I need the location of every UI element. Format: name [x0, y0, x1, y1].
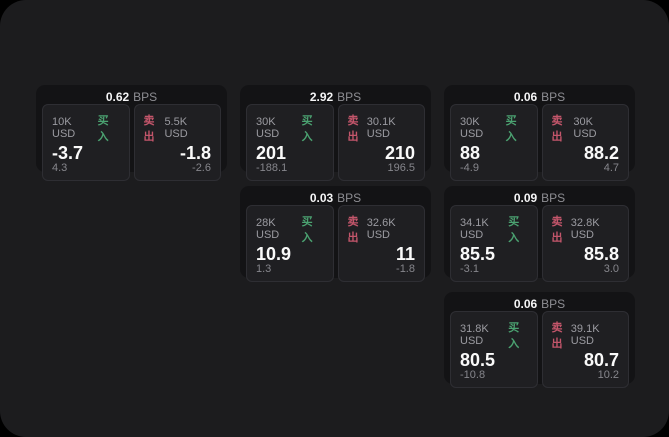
quote-card: 0.62 BPS 10K USD 买入 -3.7 4.3 卖出 5.5K USD: [36, 85, 227, 181]
buy-sell-panels: 10K USD 买入 -3.7 4.3 卖出 5.5K USD -1.8 -2.…: [42, 104, 221, 181]
buy-price: 201: [256, 143, 287, 163]
sell-amount: 32.6K USD: [366, 217, 396, 241]
sell-price: 85.8: [583, 244, 619, 264]
quote-card: 2.92 BPS 30K USD 买入 201 -188.1 卖出 30.1K …: [240, 85, 431, 181]
buy-delta: 1.3: [256, 263, 272, 275]
buy-delta: -4.9: [460, 162, 479, 174]
buy-amount: 10K USD: [52, 116, 76, 140]
bps-value: 2.92: [309, 90, 334, 104]
sell-tag: 卖出: [143, 115, 155, 143]
bps-unit-label: BPS: [337, 90, 362, 104]
sell-amount: 39.1K USD: [570, 323, 600, 347]
sell-tag: 卖出: [551, 216, 563, 244]
bps-unit-label: BPS: [541, 191, 566, 205]
buy-tag: 买入: [505, 115, 517, 143]
sell-amount: 32.8K USD: [570, 217, 600, 241]
card-header: 2.92 BPS: [246, 90, 425, 104]
sell-tag: 卖出: [347, 216, 359, 244]
buy-tag: 买入: [508, 322, 520, 350]
sell-panel[interactable]: 卖出 5.5K USD -1.8 -2.6: [133, 104, 221, 181]
bps-value: 0.06: [513, 297, 538, 311]
sell-tag: 卖出: [551, 115, 563, 143]
bps-value: 0.62: [105, 90, 130, 104]
sell-amount: 5.5K USD: [164, 116, 188, 140]
buy-panel[interactable]: 10K USD 买入 -3.7 4.3: [42, 104, 130, 181]
card-header: 0.03 BPS: [246, 191, 425, 205]
sell-delta: 4.7: [603, 162, 619, 174]
quote-card: 0.09 BPS 34.1K USD 买入 85.5 -3.1 卖出 32.8K…: [444, 186, 635, 282]
card-header: 0.06 BPS: [450, 297, 629, 311]
buy-panel[interactable]: 30K USD 买入 88 -4.9: [450, 104, 538, 181]
buy-amount: 30K USD: [460, 116, 484, 140]
sell-price: 210: [384, 143, 415, 163]
buy-panel[interactable]: 28K USD 买入 10.9 1.3: [246, 205, 334, 282]
bps-value: 0.03: [309, 191, 334, 205]
quote-card: 0.06 BPS 30K USD 买入 88 -4.9 卖出 30K USD: [444, 85, 635, 181]
buy-sell-panels: 30K USD 买入 88 -4.9 卖出 30K USD 88.2 4.7: [450, 104, 629, 181]
buy-price: 80.5: [460, 350, 496, 370]
bps-unit-label: BPS: [337, 191, 362, 205]
buy-delta: -10.8: [460, 369, 486, 381]
bps-unit-label: BPS: [541, 297, 566, 311]
quote-card: 0.06 BPS 31.8K USD 买入 80.5 -10.8 卖出 39.1…: [444, 292, 635, 388]
sell-delta: -1.8: [396, 263, 415, 275]
buy-panel[interactable]: 30K USD 买入 201 -188.1: [246, 104, 334, 181]
quote-card: 0.03 BPS 28K USD 买入 10.9 1.3 卖出 32.6K US…: [240, 186, 431, 282]
buy-amount: 31.8K USD: [460, 323, 489, 347]
sell-price: 80.7: [583, 350, 619, 370]
buy-amount: 30K USD: [256, 116, 280, 140]
buy-amount: 34.1K USD: [460, 217, 489, 241]
card-header: 0.06 BPS: [450, 90, 629, 104]
buy-sell-panels: 31.8K USD 买入 80.5 -10.8 卖出 39.1K USD 80.…: [450, 311, 629, 388]
sell-delta: 196.5: [387, 162, 415, 174]
card-header: 0.62 BPS: [42, 90, 221, 104]
sell-panel[interactable]: 卖出 30K USD 88.2 4.7: [541, 104, 629, 181]
sell-price: 88.2: [583, 143, 619, 163]
sell-amount: 30.1K USD: [366, 116, 396, 140]
buy-sell-panels: 28K USD 买入 10.9 1.3 卖出 32.6K USD 11 -1.8: [246, 205, 425, 282]
buy-price: 10.9: [256, 244, 292, 264]
bps-value: 0.09: [513, 191, 538, 205]
bps-unit-label: BPS: [541, 90, 566, 104]
sell-delta: 10.2: [597, 369, 619, 381]
buy-price: -3.7: [52, 143, 84, 163]
sell-amount: 30K USD: [573, 116, 597, 140]
buy-tag: 买入: [301, 216, 313, 244]
buy-sell-panels: 34.1K USD 买入 85.5 -3.1 卖出 32.8K USD 85.8…: [450, 205, 629, 282]
sell-price: -1.8: [179, 143, 211, 163]
buy-delta: -188.1: [256, 162, 288, 174]
buy-tag: 买入: [508, 216, 520, 244]
sell-price: 11: [395, 244, 415, 264]
buy-panel[interactable]: 31.8K USD 买入 80.5 -10.8: [450, 311, 538, 388]
sell-panel[interactable]: 卖出 30.1K USD 210 196.5: [337, 104, 425, 181]
buy-amount: 28K USD: [256, 217, 280, 241]
sell-tag: 卖出: [551, 322, 563, 350]
card-header: 0.09 BPS: [450, 191, 629, 205]
buy-sell-panels: 30K USD 买入 201 -188.1 卖出 30.1K USD 210 1…: [246, 104, 425, 181]
sell-tag: 卖出: [347, 115, 359, 143]
buy-price: 85.5: [460, 244, 496, 264]
sell-delta: 3.0: [603, 263, 619, 275]
sell-panel[interactable]: 卖出 32.6K USD 11 -1.8: [337, 205, 425, 282]
buy-panel[interactable]: 34.1K USD 买入 85.5 -3.1: [450, 205, 538, 282]
sell-panel[interactable]: 卖出 39.1K USD 80.7 10.2: [541, 311, 629, 388]
quotes-grid: 0.62 BPS 10K USD 买入 -3.7 4.3 卖出 5.5K USD: [36, 85, 635, 388]
buy-tag: 买入: [301, 115, 313, 143]
sell-delta: -2.6: [192, 162, 211, 174]
buy-price: 88: [460, 143, 481, 163]
bps-value: 0.06: [513, 90, 538, 104]
buy-delta: -3.1: [460, 263, 479, 275]
bps-unit-label: BPS: [133, 90, 158, 104]
buy-delta: 4.3: [52, 162, 68, 174]
buy-tag: 买入: [97, 115, 109, 143]
sell-panel[interactable]: 卖出 32.8K USD 85.8 3.0: [541, 205, 629, 282]
